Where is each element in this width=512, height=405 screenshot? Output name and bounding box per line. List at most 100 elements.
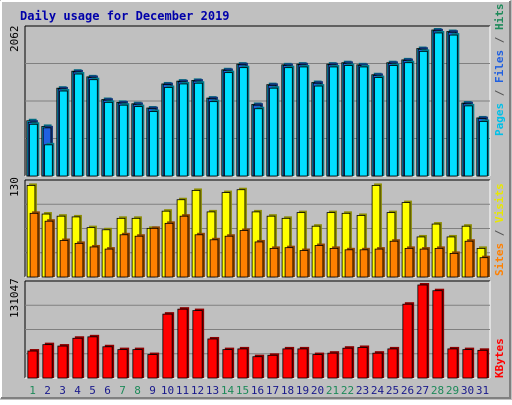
bar-pages-day-12 <box>194 81 205 177</box>
bar-sites-day-14 <box>224 234 235 278</box>
x-tick-label-day-10: 10 <box>161 384 174 397</box>
bar-kbytes-day-23 <box>357 345 370 379</box>
bar-sites-day-17 <box>269 246 280 278</box>
bar-pages-day-13 <box>209 99 220 177</box>
bar-pages-day-19 <box>299 64 310 177</box>
bar-pages-day-22 <box>344 63 355 177</box>
bar-kbytes-day-30 <box>462 347 475 379</box>
bar-pages-day-4 <box>74 72 85 177</box>
bar-sites-day-30 <box>464 239 475 278</box>
x-tick-label-day-2: 2 <box>44 384 51 397</box>
legend-visits-sites: Sites / Visits <box>493 183 506 276</box>
x-tick-label-day-24: 24 <box>371 384 385 397</box>
panel-kbytes <box>24 280 491 379</box>
x-tick-label-day-21: 21 <box>326 384 339 397</box>
x-tick-label-day-8: 8 <box>134 384 141 397</box>
x-tick-label-day-15: 15 <box>236 384 249 397</box>
bar-pages-day-28 <box>434 30 445 177</box>
bar-sites-day-5 <box>89 244 100 278</box>
legend-part: Hits <box>493 4 506 31</box>
bar-kbytes-day-21 <box>327 351 340 379</box>
bar-kbytes-day-12 <box>192 308 205 379</box>
x-tick-label-day-5: 5 <box>89 384 96 397</box>
bar-kbytes-day-19 <box>297 346 310 379</box>
bar-kbytes-day-26 <box>402 302 415 379</box>
legend-part: Pages <box>493 103 506 136</box>
bar-pages-day-27 <box>419 49 430 177</box>
bar-sites-day-20 <box>314 243 325 278</box>
bar-pages-day-18 <box>284 65 295 177</box>
bar-pages-day-6 <box>104 100 115 177</box>
bar-pages-day-20 <box>314 84 325 177</box>
bar-kbytes-day-10 <box>162 312 175 379</box>
bar-sites-day-18 <box>284 245 295 278</box>
bar-kbytes-day-27 <box>417 283 430 379</box>
x-axis-day-labels: 1 2 3 4 5 6 7 8 9 10 11 12 13 14 15 16 17 18 19 20 21 22 23 24 2… <box>29 384 489 397</box>
bar-sites-day-25 <box>389 239 400 278</box>
bar-pages-day-1 <box>29 122 40 177</box>
x-tick-label-day-7: 7 <box>119 384 126 397</box>
bar-sites-day-11 <box>179 214 190 278</box>
bar-pages-day-31 <box>479 119 490 177</box>
bar-sites-day-23 <box>359 247 370 278</box>
bar-pages-day-3 <box>59 89 70 177</box>
x-tick-label-day-27: 27 <box>416 384 429 397</box>
bar-kbytes-day-29 <box>447 346 460 379</box>
x-tick-label-day-12: 12 <box>191 384 204 397</box>
x-tick-label-day-25: 25 <box>386 384 399 397</box>
bar-kbytes-day-11 <box>177 307 190 379</box>
bar-sites-day-27 <box>419 247 430 278</box>
legend-part: Visits <box>493 183 506 223</box>
bar-sites-day-4 <box>74 241 85 278</box>
bar-sites-day-13 <box>209 237 220 278</box>
chart-title: Daily usage for December 2019 <box>20 9 230 23</box>
bar-pages-day-5 <box>89 77 100 177</box>
bar-kbytes-day-22 <box>342 346 355 379</box>
x-tick-label-day-17: 17 <box>266 384 279 397</box>
bar-pages-day-29 <box>449 33 460 177</box>
bar-sites-day-28 <box>434 246 445 278</box>
legend-part: / <box>493 83 506 103</box>
bar-kbytes-day-3 <box>57 344 70 379</box>
bar-sites-day-3 <box>59 238 70 278</box>
y-max-label-hits: 2062 <box>8 26 21 53</box>
x-tick-label-day-16: 16 <box>251 384 264 397</box>
x-tick-label-day-31: 31 <box>476 384 489 397</box>
bar-kbytes-day-2 <box>42 342 55 379</box>
x-tick-label-day-13: 13 <box>206 384 219 397</box>
bar-sites-day-10 <box>164 221 175 278</box>
legend-part: / <box>493 30 506 50</box>
bar-pages-day-7 <box>119 103 130 177</box>
bar-kbytes-day-28 <box>432 288 445 379</box>
bar-pages-day-26 <box>404 60 415 177</box>
bar-kbytes-day-18 <box>282 346 295 379</box>
x-tick-label-day-19: 19 <box>296 384 309 397</box>
bar-sites-day-8 <box>134 234 145 278</box>
x-tick-label-day-20: 20 <box>311 384 324 397</box>
bar-sites-day-15 <box>239 228 250 278</box>
legend-hits-files-pages: Pages / Files / Hits <box>493 4 506 137</box>
bar-kbytes-day-14 <box>222 347 235 379</box>
x-tick-label-day-3: 3 <box>59 384 66 397</box>
bar-sites-day-16 <box>254 239 265 278</box>
bar-kbytes-day-4 <box>72 336 85 379</box>
bar-pages-day-24 <box>374 75 385 177</box>
bar-kbytes-day-16 <box>252 354 265 379</box>
bar-pages-day-2 <box>44 142 55 177</box>
bar-kbytes-day-6 <box>102 344 115 379</box>
x-tick-label-day-1: 1 <box>29 384 36 397</box>
bar-sites-day-9 <box>149 226 160 278</box>
bar-kbytes-day-17 <box>267 353 280 379</box>
bar-pages-day-30 <box>464 103 475 177</box>
x-tick-label-day-9: 9 <box>149 384 156 397</box>
bar-sites-day-6 <box>104 247 115 278</box>
bar-pages-day-15 <box>239 65 250 177</box>
bar-kbytes-day-1 <box>27 349 40 379</box>
bar-sites-day-7 <box>119 232 130 278</box>
panel-hits-files-pages <box>24 25 491 177</box>
bar-kbytes-day-13 <box>207 336 220 379</box>
bar-pages-day-25 <box>389 63 400 177</box>
bar-kbytes-day-5 <box>87 334 100 379</box>
